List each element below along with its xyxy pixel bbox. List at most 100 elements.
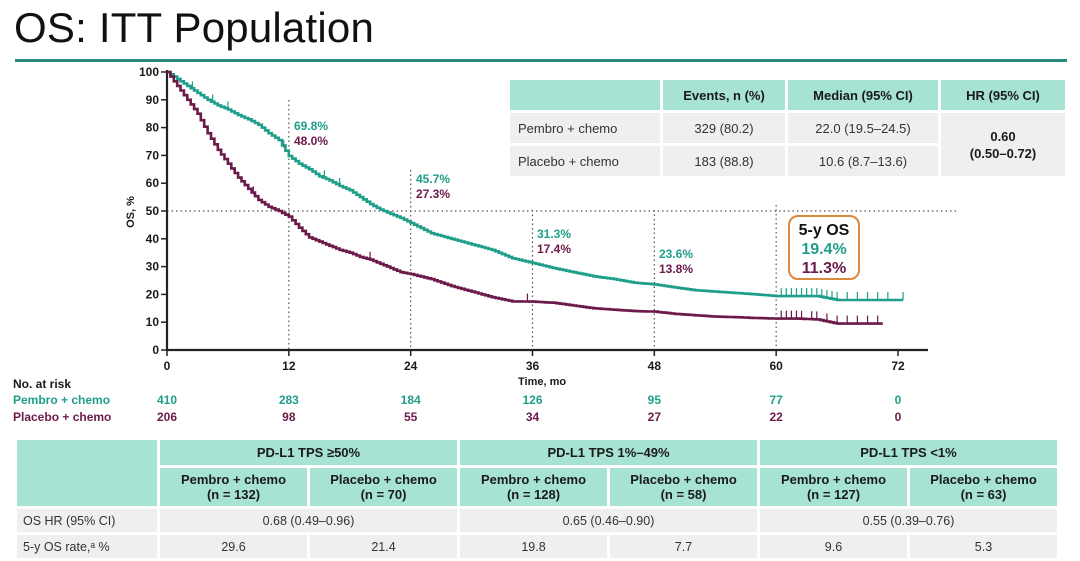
y-tick-label: 50 — [146, 204, 160, 218]
subgroup-arm-header: Pembro + chemo (n = 127) — [760, 468, 907, 506]
at-risk-label-placebo: Placebo + chemo — [13, 410, 112, 424]
annotation-pembro: 31.3% — [537, 227, 571, 241]
arm-name: Placebo + chemo — [330, 472, 437, 487]
subgroup-rate-value: 9.6 — [760, 535, 907, 558]
y-tick-label: 100 — [139, 65, 159, 79]
summary-row-pembro: Pembro + chemo 329 (80.2) 22.0 (19.5–24.… — [510, 113, 1065, 176]
subgroup-header-tps-lt1: PD-L1 TPS <1% — [760, 440, 1057, 465]
subgroup-rate-value: 29.6 — [160, 535, 307, 558]
at-risk-heading: No. at risk — [13, 377, 72, 391]
summary-hr-ci: (0.50–0.72) — [969, 145, 1037, 161]
at-risk-value: 206 — [156, 410, 178, 424]
arm-n: (n = 127) — [806, 487, 861, 502]
summary-median: 22.0 (19.5–24.5) — [788, 113, 938, 143]
arm-name: Pembro + chemo — [180, 472, 287, 487]
summary-table: Events, n (%) Median (95% CI) HR (95% CI… — [507, 77, 1068, 179]
y-tick-label: 70 — [146, 148, 160, 162]
axes: 0 10 20 30 40 50 60 70 80 90 100 0 12 24 36 48 60 72 — [139, 65, 928, 373]
subgroup-header-tps1-49: PD-L1 TPS 1%–49% — [460, 440, 757, 465]
title-divider — [15, 59, 1067, 62]
annotation-placebo: 48.0% — [294, 134, 328, 148]
x-tick-label: 48 — [648, 359, 662, 373]
y-tick-label: 90 — [146, 93, 160, 107]
five-year-os-box: 5-y OS 19.4% 11.3% — [788, 215, 860, 280]
annotation-pembro: 69.8% — [294, 119, 328, 133]
arm-n: (n = 58) — [660, 487, 707, 502]
subgroup-arm-row: Pembro + chemo (n = 132) Placebo + chemo (n… — [17, 468, 1057, 506]
subgroup-hr-value: 0.55 (0.39–0.76) — [760, 509, 1057, 532]
five-year-heading: 5-y OS — [798, 222, 850, 239]
five-year-placebo: 11.3% — [801, 260, 847, 277]
subgroup-rate-value: 19.8 — [460, 535, 607, 558]
placebo-curve — [167, 70, 883, 325]
subgroup-arm-header: Pembro + chemo (n = 132) — [160, 468, 307, 506]
at-risk-value: 34 — [525, 410, 540, 424]
y-axis-title: OS, % — [125, 196, 137, 228]
summary-hr-value: 0.60 — [990, 128, 1016, 144]
page-title: OS: ITT Population — [14, 4, 375, 51]
y-tick-label: 60 — [146, 176, 160, 190]
x-tick-label: 36 — [526, 359, 540, 373]
summary-header-events: Events, n (%) — [663, 80, 785, 110]
annotation-pembro: 45.7% — [416, 172, 450, 186]
y-tick-label: 0 — [152, 343, 159, 357]
subgroup-header-blank — [17, 440, 157, 506]
arm-n: (n = 128) — [506, 487, 561, 502]
x-tick-label: 60 — [769, 359, 783, 373]
at-risk-value: 0 — [894, 410, 902, 424]
at-risk-value: 22 — [769, 410, 783, 424]
annotation-pembro: 23.6% — [659, 247, 693, 261]
x-axis-title: Time, mo — [518, 376, 567, 388]
at-risk-value: 27 — [647, 410, 662, 424]
y-tick-label: 20 — [146, 287, 160, 301]
annotation-placebo: 27.3% — [416, 187, 450, 201]
subgroup-hr-row: OS HR (95% CI) 0.68 (0.49–0.96) 0.65 (0.… — [17, 509, 1057, 532]
five-year-pembro: 19.4% — [801, 241, 847, 258]
subgroup-arm-header: Pembro + chemo (n = 128) — [460, 468, 607, 506]
y-tick-label: 40 — [146, 232, 160, 246]
arm-name: Placebo + chemo — [930, 472, 1037, 487]
arm-name: Placebo + chemo — [630, 472, 737, 487]
x-tick-label: 24 — [404, 359, 418, 373]
pembro-curve — [167, 70, 904, 302]
subgroup-rate-row: 5-y OS rate,ᵃ % 29.6 21.4 19.8 7.7 9.6 5.3 — [17, 535, 1057, 558]
at-risk-value: 98 — [282, 410, 296, 424]
subgroup-arm-header: Placebo + chemo (n = 58) — [610, 468, 757, 506]
subgroup-header-tps50: PD-L1 TPS ≥50% — [160, 440, 457, 465]
survival-curves — [167, 70, 904, 325]
summary-events: 183 (88.8) — [663, 146, 785, 176]
summary-header-blank — [510, 80, 660, 110]
y-tick-label: 80 — [146, 121, 160, 135]
arm-name: Pembro + chemo — [480, 472, 587, 487]
reference-lines — [167, 100, 958, 350]
subgroup-arm-header: Placebo + chemo (n = 63) — [910, 468, 1057, 506]
subgroup-rate-value: 21.4 — [310, 535, 457, 558]
at-risk-value: 77 — [769, 393, 783, 407]
x-tick-label: 72 — [891, 359, 905, 373]
summary-row-label: Pembro + chemo — [510, 113, 660, 143]
y-tick-label: 10 — [146, 315, 160, 329]
subgroup-hr-value: 0.68 (0.49–0.96) — [160, 509, 457, 532]
x-tick-label: 12 — [282, 359, 296, 373]
summary-events: 329 (80.2) — [663, 113, 785, 143]
at-risk-value: 0 — [894, 393, 902, 407]
subgroup-arm-header: Placebo + chemo (n = 70) — [310, 468, 457, 506]
at-risk-value: 55 — [403, 410, 418, 424]
arm-n: (n = 63) — [960, 487, 1007, 502]
subgroup-rate-value: 5.3 — [910, 535, 1057, 558]
arm-name: Pembro + chemo — [780, 472, 887, 487]
subgroup-hr-value: 0.65 (0.46–0.90) — [460, 509, 757, 532]
arm-n: (n = 132) — [206, 487, 261, 502]
annotation-placebo: 13.8% — [659, 262, 693, 276]
summary-median: 10.6 (8.7–13.6) — [788, 146, 938, 176]
at-risk-value: 410 — [156, 393, 178, 407]
y-tick-label: 30 — [146, 260, 160, 274]
summary-row-label: Placebo + chemo — [510, 146, 660, 176]
at-risk-value: 95 — [647, 393, 662, 407]
subgroup-hr-label: OS HR (95% CI) — [17, 509, 157, 532]
at-risk-value: 184 — [400, 393, 421, 407]
summary-hr-cell: 0.60 (0.50–0.72) — [941, 113, 1065, 176]
summary-header-hr: HR (95% CI) — [941, 80, 1065, 110]
subgroup-table: PD-L1 TPS ≥50% PD-L1 TPS 1%–49% PD-L1 TP… — [14, 437, 1060, 561]
